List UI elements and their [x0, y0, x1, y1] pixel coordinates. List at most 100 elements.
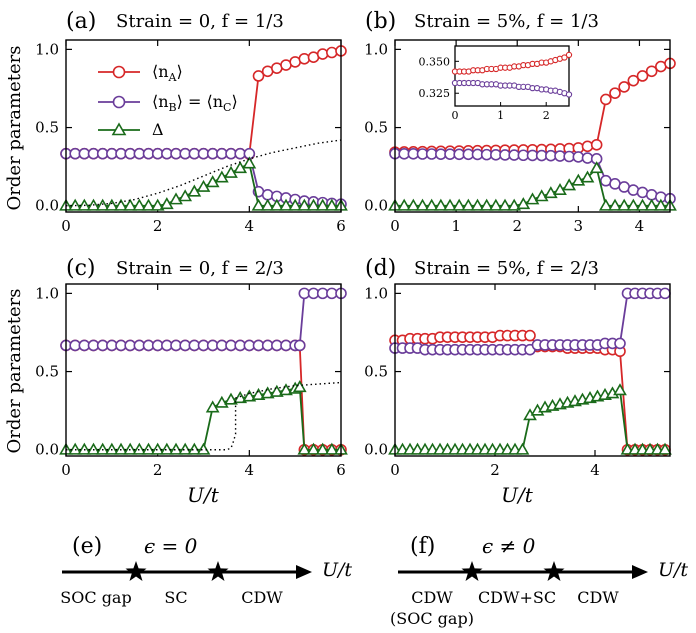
y-tick-label-a-1: 0.5 — [35, 119, 59, 137]
point-b-delta-18 — [553, 182, 567, 196]
panel-label-c: (c) — [66, 256, 96, 281]
point-b-delta-28 — [644, 198, 659, 211]
chart-c: 0 2 4 6 0.0 0.5 1.0 — [35, 283, 348, 479]
inset-point-nA-24 — [561, 54, 568, 61]
point-a-delta-26 — [297, 198, 312, 211]
point-c-delta-23 — [269, 384, 284, 397]
dotted-curve-a — [65, 139, 342, 207]
y-tick-label-b-2: 1.0 — [364, 40, 388, 58]
x-tick-label-a-2: 4 — [245, 217, 255, 235]
point-c-delta-24 — [279, 383, 293, 396]
point-a-delta-24 — [279, 198, 293, 211]
point-b-delta-6 — [443, 198, 457, 211]
point-b-nA-26 — [627, 74, 640, 87]
x-tick-label-b-4: 4 — [635, 217, 645, 235]
point-a-delta-19 — [233, 161, 248, 174]
y-tick-label-c-0: 0.0 — [35, 441, 59, 459]
panel-label-a: (a) — [66, 9, 96, 34]
point-a-nA-28 — [316, 48, 329, 60]
inset-x-tick-label-1: 1 — [497, 109, 504, 122]
axes-frame-c — [65, 283, 342, 457]
y-tick-label-b-1: 0.5 — [364, 119, 388, 137]
inset-b: 0 1 2 0.325 0.350 — [419, 45, 573, 122]
y-tick-label-d-2: 1.0 — [364, 284, 388, 302]
point-b-delta-3 — [415, 198, 430, 211]
point-c-delta-19 — [233, 391, 248, 404]
inset-point-nA-25 — [565, 51, 573, 59]
panel-c: (c) Strain = 0, f = 2/3 Order parameters… — [4, 256, 284, 507]
axes-frame-a — [65, 39, 342, 213]
x-tick-label-b-0: 0 — [390, 217, 400, 235]
legend-label-delta: Δ — [152, 120, 164, 139]
panel-title-a: Strain = 0, f = 1/3 — [116, 11, 284, 32]
point-d-delta-17 — [515, 442, 530, 455]
point-c-delta-16 — [205, 400, 220, 413]
point-b-delta-29 — [653, 198, 668, 211]
point-b-delta-8 — [461, 198, 476, 211]
point-c-delta-10 — [150, 442, 165, 455]
point-a-delta-27 — [306, 198, 321, 211]
point-b-delta-21 — [580, 170, 595, 183]
point-b-nA-25 — [618, 81, 630, 93]
point-d-delta-30 — [613, 383, 627, 396]
point-d-delta-36 — [658, 442, 672, 455]
y-tick-label-b-0: 0.0 — [364, 197, 388, 215]
point-a-nB-22 — [261, 189, 274, 201]
y-tick-label-c-2: 1.0 — [35, 284, 59, 302]
point-b-nA-27 — [636, 70, 649, 82]
phase-region-f-1: CDW+SC — [478, 588, 556, 607]
x-tick-label-d-2: 4 — [590, 461, 600, 479]
point-c-delta-22 — [260, 386, 275, 399]
x-tick-label-b-2: 2 — [512, 217, 522, 235]
point-b-delta-19 — [562, 178, 577, 191]
point-b-nA-24 — [609, 87, 621, 99]
panel-label-b: (b) — [365, 9, 396, 34]
point-a-delta-10 — [150, 198, 165, 211]
xlabel-c: U/t — [187, 483, 220, 507]
chart-b: 0 1 2 3 4 0.0 0.5 1.0 — [364, 39, 677, 235]
point-b-delta-22 — [589, 161, 604, 174]
point-c-delta-30 — [324, 442, 339, 455]
point-a-delta-21 — [251, 198, 266, 211]
point-a-delta-11 — [159, 197, 174, 210]
transition-star-f1 — [461, 561, 483, 581]
panel-title-c: Strain = 0, f = 2/3 — [116, 258, 284, 279]
point-c-delta-20 — [242, 389, 257, 402]
panel-b: (b) Strain = 5%, f = 1/3 — [365, 9, 599, 34]
phase-axis-label-e: U/t — [322, 559, 352, 581]
inset-frame — [454, 45, 570, 107]
point-a-delta-25 — [288, 198, 303, 211]
panel-a: (a) Strain = 0, f = 1/3 Order parameters — [4, 9, 284, 210]
point-a-delta-23 — [269, 198, 284, 211]
y-tick-label-d-1: 0.5 — [364, 363, 388, 381]
chart-d: 0 2 4 0.0 0.5 1.0 — [364, 283, 672, 479]
point-b-delta-11 — [488, 198, 503, 211]
x-tick-label-c-0: 0 — [61, 461, 71, 479]
point-a-delta-8 — [132, 198, 147, 211]
chart-a: 0 2 4 6 0.0 0.5 1.0 — [35, 39, 348, 235]
panel-d: (d) Strain = 5%, f = 2/3 U/t — [365, 256, 599, 507]
point-b-nA-21 — [581, 140, 594, 153]
point-a-nA-21 — [252, 70, 265, 82]
point-c-delta-21 — [251, 387, 266, 400]
phase-axis-label-f: U/t — [658, 559, 688, 581]
point-a-delta-7 — [123, 198, 138, 211]
transition-star-e1 — [125, 561, 147, 581]
x-tick-label-b-3: 3 — [574, 217, 584, 235]
axes-frame-b — [394, 39, 671, 213]
series-line-c-nB — [66, 292, 341, 347]
phase-diagram-f: (f) ϵ ≠ 0 U/t CDW CDW+SC CDW (SOC gap) — [390, 534, 688, 628]
y-tick-label-d-0: 0.0 — [364, 441, 388, 459]
point-c-delta-28 — [306, 442, 321, 455]
transition-star-e2 — [207, 561, 229, 581]
point-c-delta-27 — [297, 442, 312, 455]
point-d-nB-36 — [659, 287, 671, 300]
point-b-nA-23 — [600, 93, 612, 106]
xlabel-d: U/t — [501, 483, 534, 507]
point-a-nA-26 — [298, 52, 311, 65]
legend-marker-nA — [112, 65, 126, 79]
point-c-delta-26 — [292, 380, 307, 393]
point-d-nA-18 — [524, 329, 536, 342]
legend-marker-delta — [111, 122, 127, 136]
